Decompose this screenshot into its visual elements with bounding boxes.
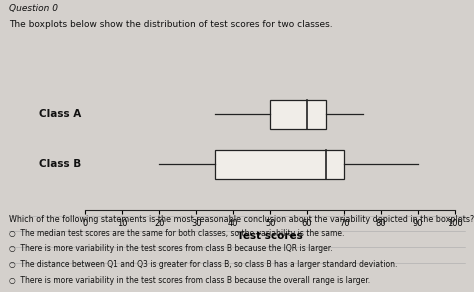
Text: ○  There is more variability in the test scores from class B because the overall: ○ There is more variability in the test … [9, 276, 371, 285]
Text: ○  The median test scores are the same for both classes, so the variability is t: ○ The median test scores are the same fo… [9, 229, 345, 238]
Text: Which of the following statements is the most reasonable conclusion about the va: Which of the following statements is the… [9, 215, 474, 224]
Text: Class B: Class B [39, 159, 82, 169]
Text: ○  The distance between Q1 and Q3 is greater for class B, so class B has a large: ○ The distance between Q1 and Q3 is grea… [9, 260, 398, 269]
Text: ○  There is more variability in the test scores from class B because the IQR is : ○ There is more variability in the test … [9, 244, 333, 253]
Text: Class A: Class A [39, 110, 82, 119]
Bar [270, 100, 326, 129]
X-axis label: Test scores: Test scores [237, 231, 303, 241]
Text: Question 0: Question 0 [9, 4, 58, 13]
Text: The boxplots below show the distribution of test scores for two classes.: The boxplots below show the distribution… [9, 20, 333, 29]
Bar [215, 150, 344, 179]
